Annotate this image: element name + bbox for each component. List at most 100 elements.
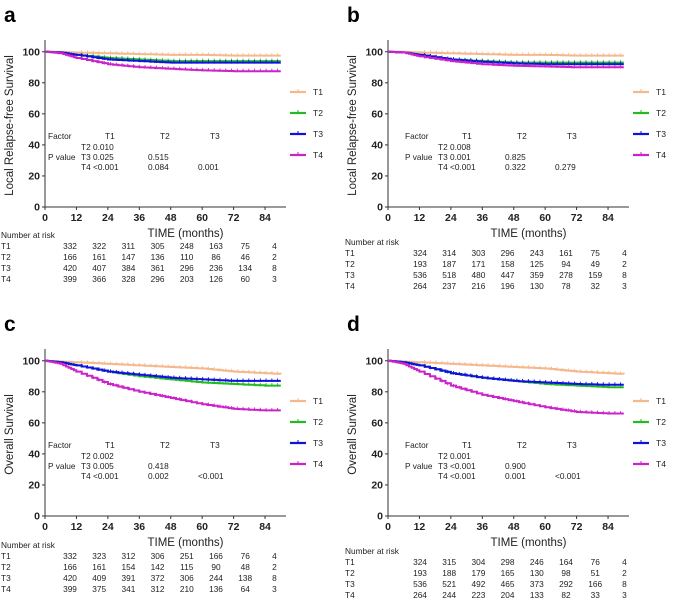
legend-label-T2: T2 — [656, 108, 666, 118]
pvalue-cell: 0.002 — [148, 471, 169, 481]
censor-marks-T4 — [81, 371, 279, 412]
y-tick-label: 20 — [28, 479, 40, 491]
panel-label: a — [4, 4, 16, 27]
risk-cell: 161 — [92, 562, 106, 572]
risk-row-label: T2 — [1, 562, 11, 572]
y-tick-label: 80 — [28, 386, 40, 398]
risk-cell: 163 — [209, 241, 223, 251]
censor-marks-T1 — [424, 360, 622, 375]
risk-cell: 158 — [501, 259, 515, 269]
risk-cell: 399 — [63, 584, 77, 594]
pvalue-column-header: T2 — [160, 440, 170, 450]
pvalue-row-label: T3 — [438, 461, 448, 471]
risk-cell: 8 — [622, 270, 627, 280]
risk-cell: 2 — [622, 568, 627, 578]
risk-cell: 391 — [121, 573, 135, 583]
legend-label-T4: T4 — [313, 459, 323, 469]
x-tick-label: 24 — [102, 212, 114, 224]
x-tick-label: 12 — [414, 521, 426, 533]
pvalue-cell: 0.001 — [198, 162, 219, 172]
risk-cell: 187 — [442, 259, 456, 269]
risk-cell: 164 — [559, 557, 573, 567]
risk-cell: 165 — [501, 568, 515, 578]
risk-cell: 314 — [442, 248, 456, 258]
y-tick-label: 20 — [371, 479, 383, 491]
pvalue-cell: <0.001 — [450, 471, 476, 481]
x-tick-label: 12 — [71, 521, 83, 533]
risk-row-label: T3 — [345, 270, 355, 280]
x-tick-label: 72 — [571, 521, 583, 533]
risk-cell: 223 — [471, 590, 485, 600]
legend-label-T1: T1 — [656, 87, 666, 97]
pvalue-cell: 0.418 — [148, 461, 169, 471]
risk-cell: 518 — [442, 270, 456, 280]
risk-cell: 306 — [180, 573, 194, 583]
risk-row-label: T1 — [345, 248, 355, 258]
pvalue-column-header: T1 — [462, 440, 472, 450]
risk-cell: 130 — [530, 281, 544, 291]
x-axis-label: TIME (months) — [490, 228, 566, 240]
risk-cell: 248 — [180, 241, 194, 251]
risk-cell: 312 — [151, 584, 165, 594]
risk-cell: 216 — [471, 281, 485, 291]
risk-cell: 2 — [272, 252, 277, 262]
x-tick-label: 60 — [196, 521, 208, 533]
risk-cell: 78 — [561, 281, 571, 291]
risk-cell: 142 — [151, 562, 165, 572]
survival-curve-T4 — [388, 359, 624, 415]
pvalue-cell: <0.001 — [93, 162, 119, 172]
risk-cell: 130 — [530, 568, 544, 578]
risk-row-label: T4 — [345, 281, 355, 291]
risk-cell: 8 — [272, 263, 277, 273]
pvalue-cell: 0.008 — [450, 142, 471, 152]
risk-cell: 60 — [241, 274, 251, 284]
risk-row-label: T1 — [345, 557, 355, 567]
risk-cell: 166 — [63, 252, 77, 262]
risk-cell: 311 — [122, 241, 136, 251]
y-axis-label: Overall Survival — [347, 394, 359, 475]
survival-curve-T4 — [45, 359, 281, 412]
risk-cell: 210 — [180, 584, 194, 594]
x-tick-label: 24 — [102, 521, 114, 533]
risk-cell: 75 — [591, 248, 601, 258]
pvalue-row-header: P value — [48, 152, 76, 162]
pvalue-factor-header: Factor — [48, 440, 72, 450]
pvalue-column-header: T2 — [517, 131, 527, 141]
risk-cell: 407 — [92, 263, 106, 273]
risk-cell: 315 — [442, 557, 456, 567]
risk-cell: 76 — [591, 557, 601, 567]
pvalue-column-header: T2 — [517, 440, 527, 450]
risk-cell: 251 — [180, 551, 194, 561]
risk-cell: 154 — [121, 562, 135, 572]
y-tick-label: 40 — [371, 139, 383, 151]
legend-label-T1: T1 — [313, 396, 323, 406]
risk-cell: 98 — [561, 568, 571, 578]
risk-cell: 2 — [272, 562, 277, 572]
censor-marks-T4 — [81, 56, 279, 73]
risk-cell: 292 — [559, 579, 573, 589]
survival-curve-T3 — [388, 359, 624, 386]
pvalue-column-header: T2 — [160, 131, 170, 141]
risk-table-header: Number at risk — [1, 540, 56, 550]
y-tick-label: 60 — [371, 108, 383, 120]
pvalue-cell: <0.001 — [555, 471, 581, 481]
x-tick-label: 36 — [476, 521, 488, 533]
pvalue-row-label: T3 — [438, 152, 448, 162]
risk-cell: 236 — [209, 263, 223, 273]
x-tick-label: 48 — [508, 521, 520, 533]
x-tick-label: 24 — [445, 521, 457, 533]
risk-cell: 203 — [180, 274, 194, 284]
risk-cell: 312 — [121, 551, 135, 561]
x-tick-label: 48 — [165, 521, 177, 533]
risk-cell: 244 — [442, 590, 456, 600]
legend-label-T3: T3 — [656, 438, 666, 448]
pvalue-row-label: T2 — [81, 142, 91, 152]
pvalue-factor-header: Factor — [405, 440, 429, 450]
risk-row-label: T2 — [345, 259, 355, 269]
risk-cell: 193 — [413, 259, 427, 269]
pvalue-row-label: T4 — [81, 471, 91, 481]
risk-cell: 171 — [471, 259, 485, 269]
